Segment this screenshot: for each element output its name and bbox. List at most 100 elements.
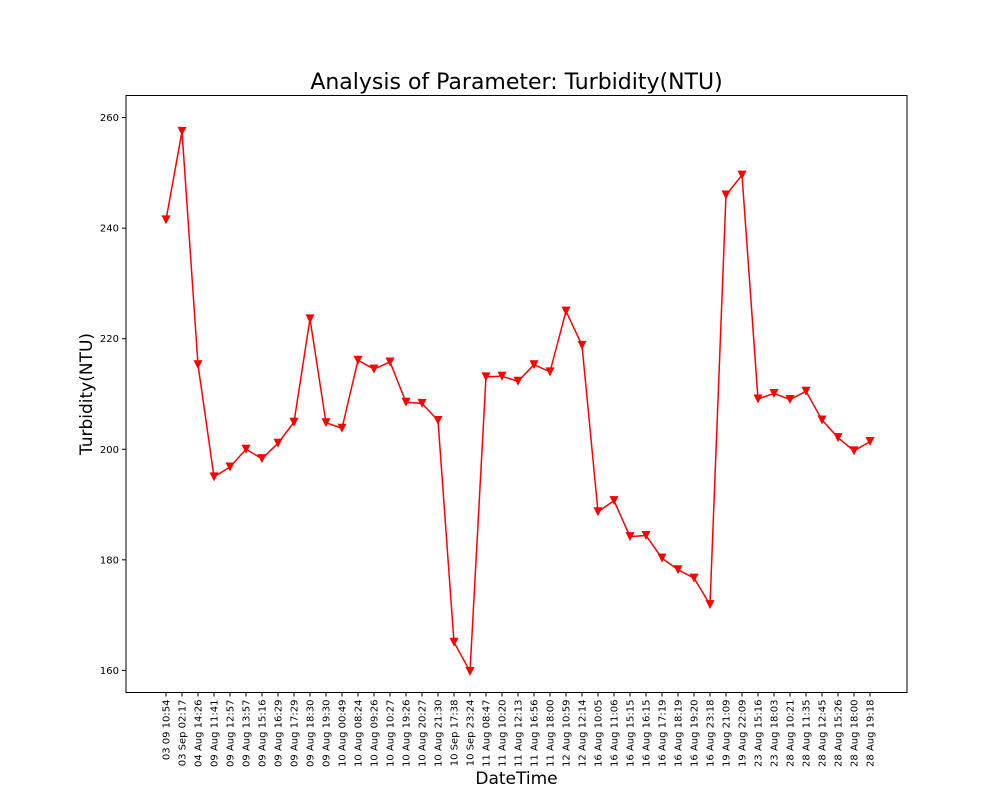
x-tick-label: 16 Aug 11:06 [610, 700, 621, 767]
x-tick-label: 23 Aug 18:03 [770, 700, 781, 767]
x-tick-label: 03 Sep 02:17 [178, 700, 189, 767]
x-tick-label: 28 Aug 11:35 [802, 700, 813, 767]
x-tick-label: 12 Aug 10:59 [562, 700, 573, 767]
data-point-marker [641, 531, 651, 541]
x-tick-label: 09 Aug 13:57 [242, 700, 253, 767]
x-tick-label: 10 Aug 19:26 [402, 700, 413, 767]
data-point-marker [385, 357, 395, 367]
x-tick-label: 19 Aug 21:09 [722, 700, 733, 767]
x-tick-label: 28 Aug 18:00 [850, 700, 861, 767]
data-point-marker [737, 170, 747, 180]
x-tick-label: 10 Aug 09:26 [370, 700, 381, 767]
data-point-marker [401, 397, 411, 407]
data-point-marker [449, 637, 459, 647]
y-axis: 160 180 200 220 240 260 [100, 113, 126, 677]
data-point-marker [417, 398, 427, 408]
x-axis-label: DateTime [475, 769, 557, 789]
x-tick-label: 28 Aug 15:26 [834, 700, 845, 767]
x-tick-label: 16 Aug 10:05 [594, 700, 605, 767]
data-point-marker [497, 371, 507, 381]
data-point-marker [321, 418, 331, 428]
y-tick-label: 160 [100, 666, 119, 677]
x-tick-label: 11 Aug 18:00 [546, 700, 557, 767]
data-point-marker [481, 372, 491, 382]
data-point-marker [849, 446, 859, 456]
data-point-marker [801, 386, 811, 396]
x-tick-label: 09 Aug 11:41 [210, 700, 221, 767]
data-point-marker [673, 565, 683, 575]
data-point-marker [721, 190, 731, 200]
data-point-marker [833, 433, 843, 443]
data-point-marker [753, 394, 763, 404]
data-point-marker [177, 126, 187, 136]
data-point-marker [529, 360, 539, 370]
x-tick-label: 09 Aug 16:29 [274, 700, 285, 767]
x-tick-label: 19 Aug 22:09 [738, 700, 749, 767]
y-tick-label: 180 [100, 555, 119, 566]
data-point-marker [273, 438, 283, 448]
x-tick-label: 03 09 10:54 [162, 700, 173, 761]
data-point-marker [465, 666, 475, 676]
x-tick-label: 11 Aug 12:13 [514, 700, 525, 767]
x-tick-label: 12 Aug 12:14 [578, 700, 589, 767]
data-point-marker [305, 314, 315, 324]
x-tick-label: 11 Aug 08:47 [482, 700, 493, 767]
data-point-marker [433, 416, 443, 426]
data-point-marker [593, 507, 603, 517]
data-point-marker [353, 355, 363, 365]
data-point-marker [545, 367, 555, 377]
data-point-marker [689, 573, 699, 583]
y-axis-label: Turbidity(NTU) [77, 333, 97, 456]
data-point-marker [225, 462, 235, 472]
x-tick-label: 16 Aug 18:19 [674, 700, 685, 767]
x-tick-label: 16 Aug 15:15 [626, 700, 637, 767]
x-tick-label: 16 Aug 16:15 [642, 700, 653, 767]
x-tick-label: 16 Aug 17:19 [658, 700, 669, 767]
data-point-marker [769, 388, 779, 398]
data-point-marker [369, 364, 379, 374]
x-tick-label: 10 Aug 00:49 [338, 700, 349, 767]
x-tick-label: 10 Sep 17:38 [450, 700, 461, 767]
data-point-marker [257, 454, 267, 464]
data-point-marker [241, 444, 251, 454]
data-point-marker [657, 553, 667, 563]
data-point-marker [209, 472, 219, 482]
x-tick-label: 28 Aug 19:18 [866, 700, 877, 767]
data-point-marker [625, 532, 635, 542]
x-tick-label: 09 Aug 19:30 [322, 700, 333, 767]
x-tick-label: 16 Aug 23:18 [706, 700, 717, 767]
data-point-marker [817, 415, 827, 425]
x-tick-label: 16 Aug 19:20 [690, 700, 701, 767]
plot-area [125, 95, 908, 693]
x-tick-label: 23 Aug 15:16 [754, 700, 765, 767]
data-point-marker [577, 340, 587, 350]
x-tick-label: 11 Aug 10:20 [498, 700, 509, 767]
y-tick-label: 240 [100, 224, 119, 235]
chart-title: Analysis of Parameter: Turbidity(NTU) [310, 70, 722, 95]
data-point-marker [337, 423, 347, 433]
x-tick-label: 09 Aug 15:16 [258, 700, 269, 767]
data-point-marker [289, 417, 299, 427]
data-point-marker [513, 376, 523, 386]
data-point-marker [865, 437, 875, 447]
data-point-marker [705, 600, 715, 610]
series-markers [161, 126, 875, 676]
x-tick-label: 09 Aug 17:29 [290, 700, 301, 767]
x-tick-label: 04 Aug 14:26 [194, 700, 205, 767]
data-point-marker [193, 360, 203, 370]
x-axis: 03 09 10:54 03 Sep 02:17 04 Aug 14:26 09 Au… [162, 692, 877, 767]
x-tick-label: 10 Aug 08:24 [354, 700, 365, 767]
x-tick-label: 11 Aug 16:56 [530, 700, 541, 767]
x-tick-label: 10 Aug 10:27 [386, 700, 397, 767]
x-tick-label: 09 Aug 18:30 [306, 700, 317, 767]
y-tick-label: 200 [100, 445, 119, 456]
x-tick-label: 10 Aug 21:30 [434, 700, 445, 767]
x-tick-label: 09 Aug 12:57 [226, 700, 237, 767]
x-tick-label: 10 Aug 20:27 [418, 700, 429, 767]
data-point-marker [609, 496, 619, 506]
x-tick-label: 10 Sep 23:24 [466, 700, 477, 767]
data-point-marker [161, 215, 171, 225]
x-tick-label: 28 Aug 12:45 [818, 700, 829, 767]
data-point-marker [561, 306, 571, 316]
